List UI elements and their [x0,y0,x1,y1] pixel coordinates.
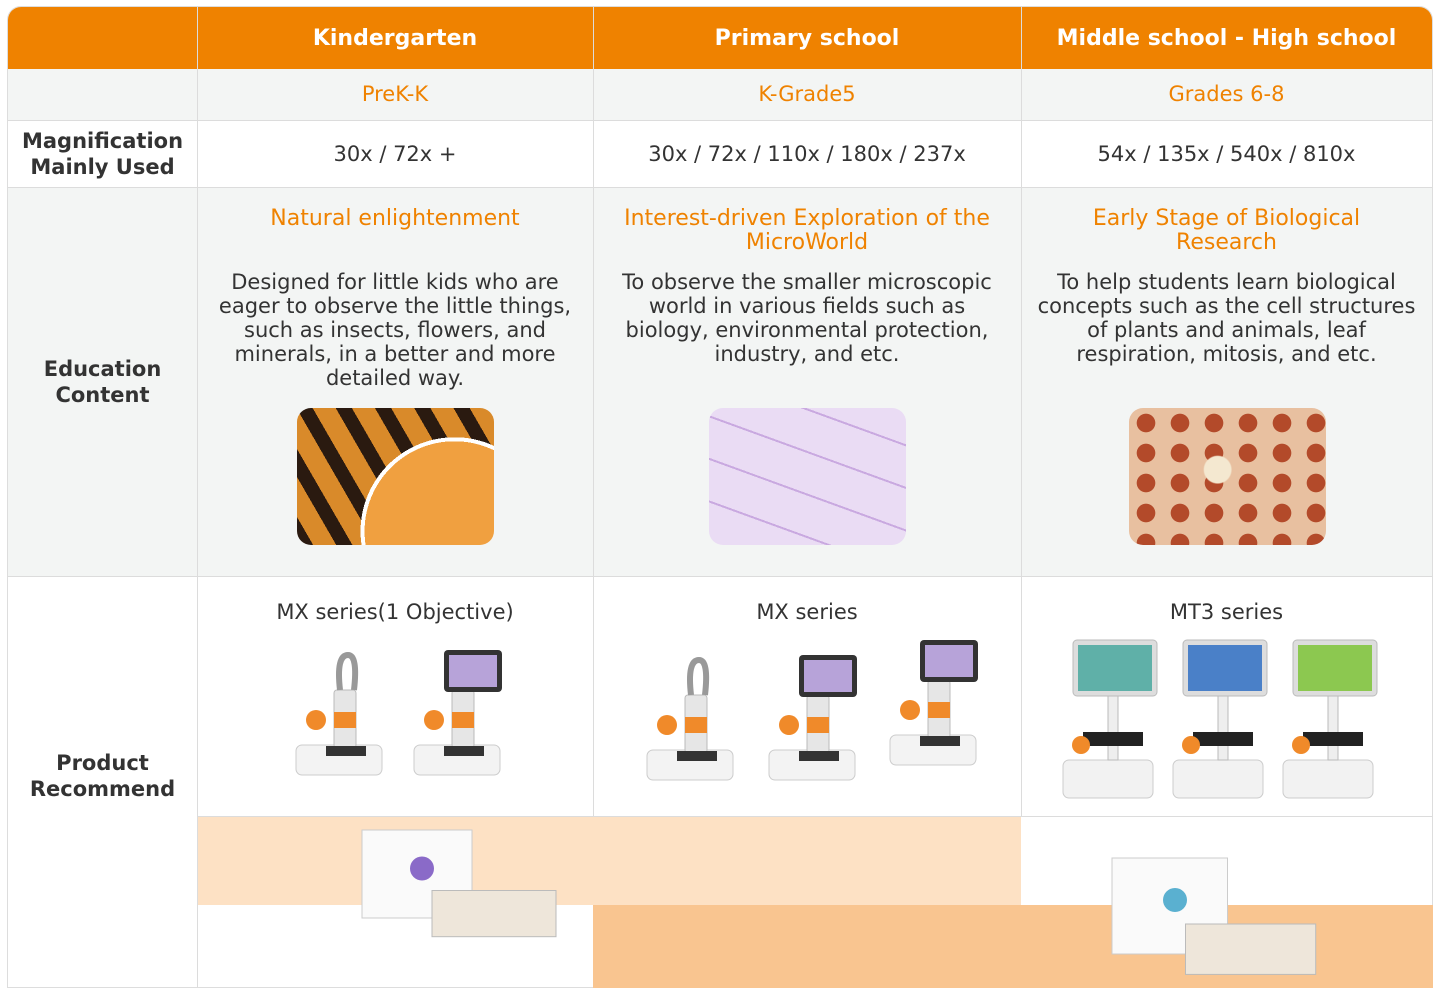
education-photo [709,408,906,545]
grade-row [8,69,1432,121]
column-header: Primary school [714,25,900,51]
row-label: Magnification Mainly Used [21,128,184,179]
header-row [8,7,1432,69]
column-divider [1021,6,1022,817]
row-divider [8,576,1432,577]
education-text: To observe the smaller microscopic world… [622,270,992,366]
magnification-value: 54x / 135x / 540x / 810x [1097,141,1356,166]
education-photo [1128,408,1326,545]
education-title: Interest-driven Exploration of the Micro… [624,206,990,255]
row-label: Education Content [43,356,162,407]
kit-band [197,817,1021,905]
education-text: To help students learn biological concep… [1037,270,1416,366]
education-text: Designed for little kids who are eager t… [218,270,572,390]
grade-label: Grades 6-8 [1168,82,1285,106]
column-header: Kindergarten [312,25,478,51]
grade-label: PreK-K [361,82,429,106]
grade-label: K-Grade5 [758,82,856,106]
row-label: Product Recommend [29,751,176,801]
series-name: MT3 series [1169,600,1284,624]
education-title: Natural enlightenment [270,206,520,231]
kit-band [593,905,1433,988]
row-divider [197,816,1432,817]
row-divider [8,120,1432,121]
column-divider [197,6,198,988]
magnification-value: 30x / 72x / 110x / 180x / 237x [648,141,966,166]
column-divider [593,6,594,817]
series-name: MX series(1 Objective) [276,600,514,624]
row-divider [8,187,1432,188]
magnification-value: 30x / 72x + [333,141,457,166]
education-title: Early Stage of Biological Research [1092,206,1361,255]
education-photo [297,408,494,545]
series-name: MX series [756,600,858,624]
column-header: Middle school - High school [1056,25,1397,51]
